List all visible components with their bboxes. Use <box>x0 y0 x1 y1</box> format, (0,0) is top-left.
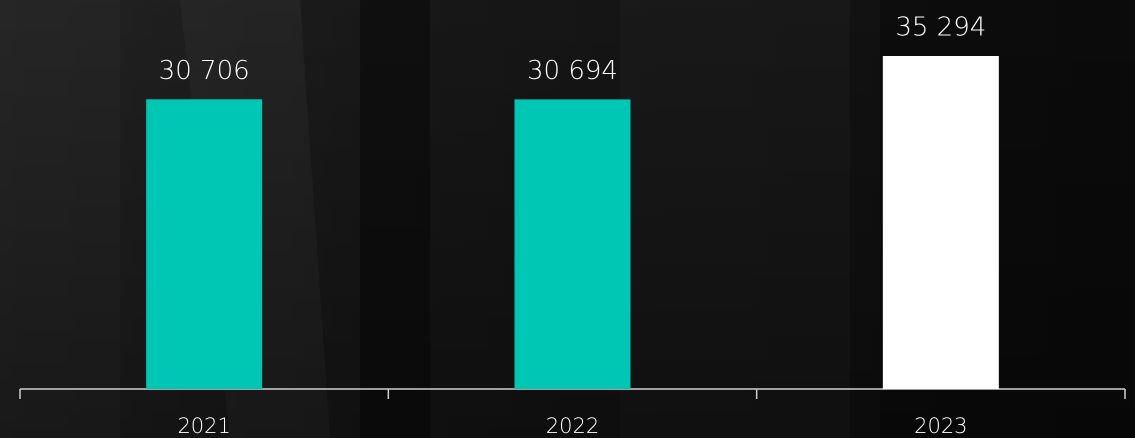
value-label: 30 706 <box>159 56 250 86</box>
bar <box>146 99 263 389</box>
value-label: 35 294 <box>895 13 986 43</box>
x-tick-label: 2023 <box>914 414 967 438</box>
x-tick-label: 2021 <box>177 414 230 438</box>
bar <box>882 56 999 389</box>
x-tick-label: 2022 <box>546 414 599 438</box>
bar <box>514 99 631 389</box>
value-label: 30 694 <box>527 56 618 86</box>
